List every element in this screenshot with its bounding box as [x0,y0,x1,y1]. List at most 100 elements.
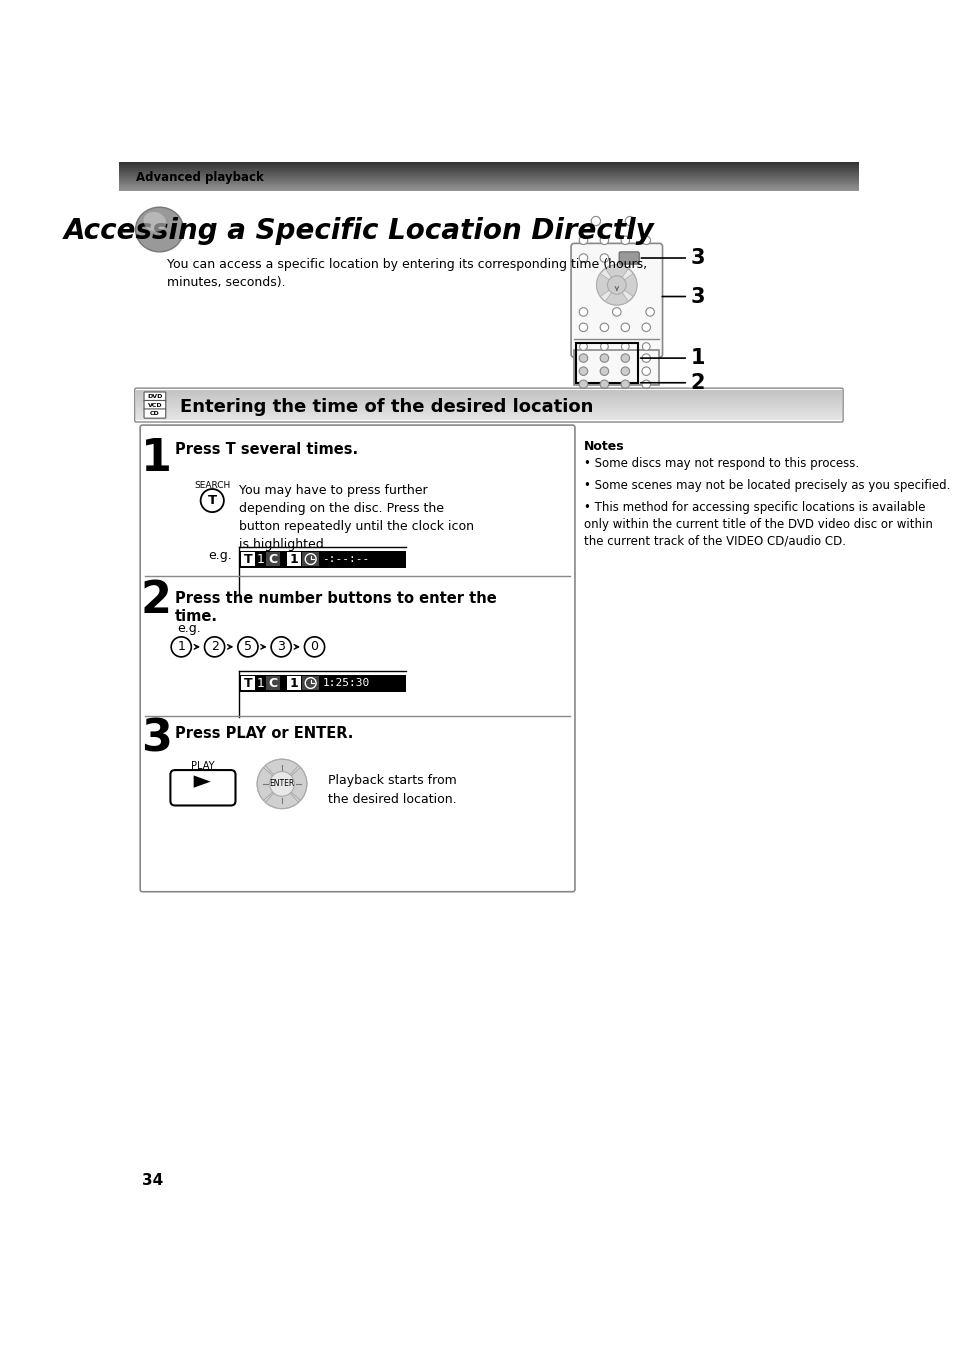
Text: 5: 5 [244,640,252,654]
Text: 1: 1 [290,677,298,690]
Wedge shape [604,284,628,305]
Circle shape [579,342,587,350]
Bar [280,677,286,690]
Bar [266,677,279,690]
Bar [239,674,406,692]
Circle shape [645,307,654,317]
Circle shape [620,324,629,332]
Circle shape [599,380,608,388]
Text: VCD: VCD [148,403,162,407]
Text: Playback starts from
the desired location.: Playback starts from the desired locatio… [328,774,456,806]
Text: 2: 2 [211,640,218,654]
FancyBboxPatch shape [171,770,235,806]
Circle shape [641,236,650,244]
Circle shape [257,759,307,809]
Text: 2: 2 [141,580,172,623]
Text: T: T [243,553,252,566]
Bar [239,550,406,568]
Polygon shape [193,775,211,787]
Bar [302,553,319,566]
Circle shape [237,636,257,656]
Bar [266,553,279,566]
Circle shape [620,380,629,388]
Text: e.g.: e.g. [177,621,201,635]
Circle shape [620,395,629,403]
Text: 3: 3 [277,640,285,654]
Circle shape [578,367,587,376]
Circle shape [599,367,608,376]
Bar [287,553,301,566]
Circle shape [641,380,650,388]
Bar [255,677,265,690]
Text: DVD: DVD [147,394,162,399]
Circle shape [599,342,608,350]
FancyBboxPatch shape [144,408,166,418]
Bar [302,677,319,690]
Text: 3: 3 [690,248,704,268]
Circle shape [304,636,324,656]
Wedge shape [265,785,298,809]
Text: • Some discs may not respond to this process.: • Some discs may not respond to this pro… [583,457,859,470]
Text: SEARCH: SEARCH [193,481,230,489]
Circle shape [620,236,629,244]
Circle shape [624,217,634,225]
Text: C: C [268,677,277,690]
Circle shape [620,367,629,376]
Text: 1: 1 [256,553,264,566]
Text: PLAY: PLAY [191,762,214,771]
Text: T: T [243,677,252,690]
Bar [241,677,254,690]
FancyBboxPatch shape [574,349,659,386]
Text: You may have to press further
depending on the disc. Press the
button repeatedly: You may have to press further depending … [239,484,474,550]
Circle shape [620,355,629,363]
Text: 1: 1 [690,348,704,368]
Text: 3: 3 [141,717,172,760]
Bar [280,553,286,566]
Circle shape [171,636,192,656]
Circle shape [641,367,650,376]
Wedge shape [604,266,628,284]
Text: CD: CD [150,411,159,417]
Circle shape [599,355,608,363]
Circle shape [599,253,608,263]
Circle shape [599,395,608,403]
Ellipse shape [143,212,166,232]
FancyBboxPatch shape [618,252,639,264]
Circle shape [200,489,224,512]
Circle shape [596,266,637,305]
FancyBboxPatch shape [144,392,166,402]
Text: T: T [208,495,216,507]
Circle shape [578,355,587,363]
Circle shape [578,324,587,332]
Bar [255,553,265,566]
Text: 0: 0 [311,640,318,654]
Circle shape [578,253,587,263]
Text: Advanced playback: Advanced playback [136,171,264,185]
Text: 3: 3 [690,287,704,306]
Text: Notes: Notes [583,441,624,453]
Circle shape [271,636,291,656]
Wedge shape [596,274,617,297]
Text: 1: 1 [177,640,185,654]
Ellipse shape [135,208,183,252]
Circle shape [641,355,650,363]
Wedge shape [282,767,307,801]
Text: Press the number buttons to enter the
time.: Press the number buttons to enter the ti… [174,592,497,624]
Text: 1:25:30: 1:25:30 [322,678,369,687]
Circle shape [578,380,587,388]
Circle shape [591,217,599,225]
Bar [241,553,254,566]
Circle shape [599,324,608,332]
Text: 34: 34 [142,1173,164,1188]
Text: C: C [268,553,277,566]
Text: e.g.: e.g. [208,550,232,562]
Circle shape [641,342,649,350]
Circle shape [607,276,625,294]
Text: Press T several times.: Press T several times. [174,442,357,457]
Text: You can access a specific location by entering its corresponding time (hours,
mi: You can access a specific location by en… [167,257,647,288]
FancyBboxPatch shape [571,244,661,357]
Text: 1: 1 [290,553,298,566]
Wedge shape [257,767,282,801]
Text: 2: 2 [690,373,704,392]
Circle shape [579,395,587,403]
